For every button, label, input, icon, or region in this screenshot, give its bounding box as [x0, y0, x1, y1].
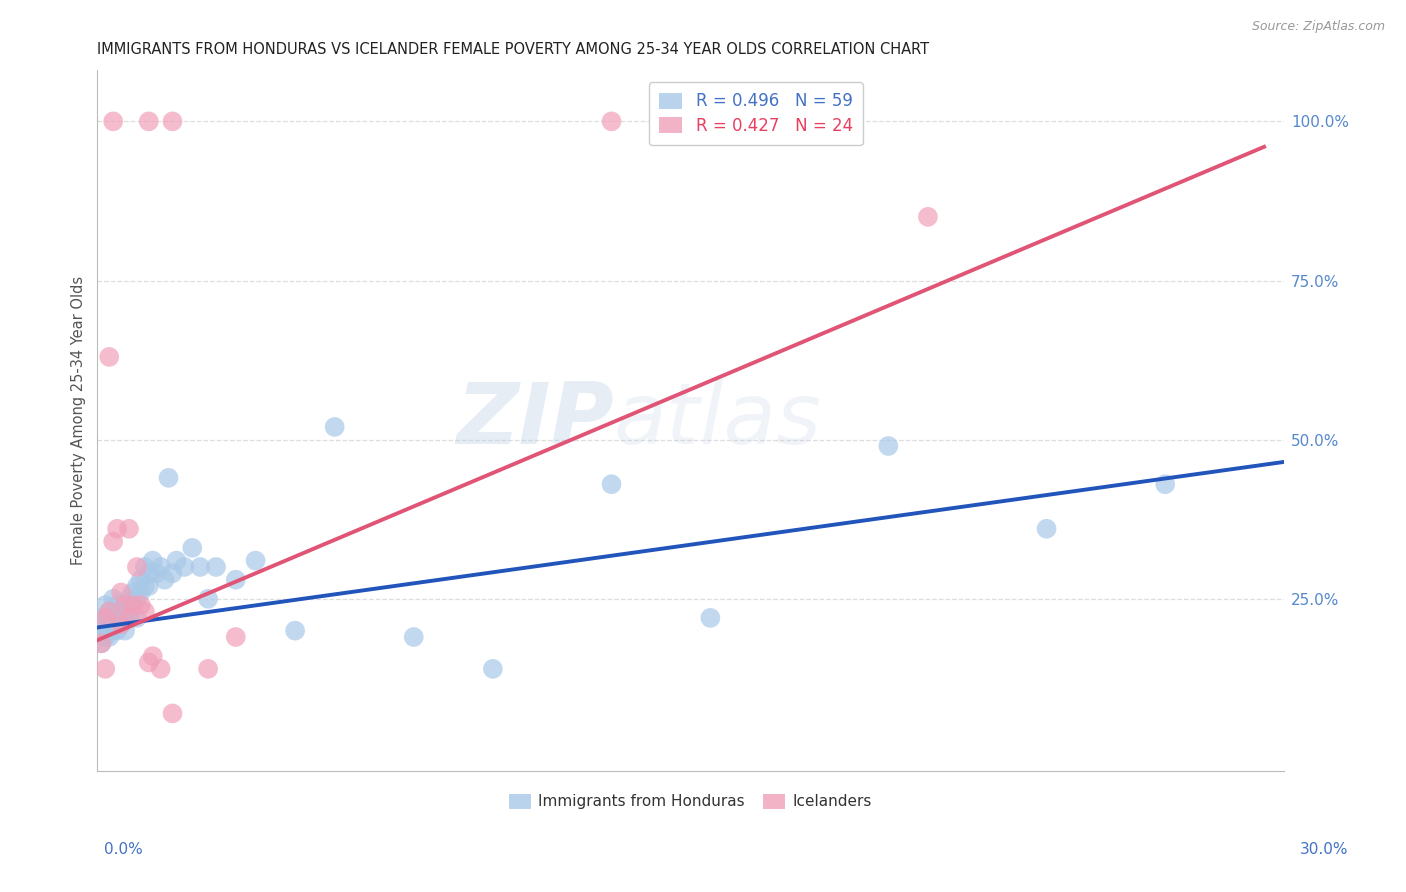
Point: [125, 560, 148, 574]
Point: [118, 611, 141, 625]
Point: [129, 585, 152, 599]
Point: [134, 560, 156, 574]
Point: [125, 579, 148, 593]
Point: [98, 605, 121, 619]
Point: [122, 598, 145, 612]
Point: [138, 566, 160, 581]
Point: [90, 636, 112, 650]
Point: [284, 624, 307, 638]
Point: [122, 598, 145, 612]
Point: [138, 656, 160, 670]
Point: [98, 605, 121, 619]
Point: [245, 553, 267, 567]
Point: [114, 598, 136, 612]
Point: [157, 471, 180, 485]
Point: [94, 624, 117, 638]
Point: [90, 636, 112, 650]
Point: [98, 350, 121, 364]
Point: [877, 439, 900, 453]
Point: [105, 598, 128, 612]
Point: [129, 598, 152, 612]
Point: [225, 573, 247, 587]
Point: [134, 605, 156, 619]
Point: [94, 630, 117, 644]
Point: [122, 585, 145, 599]
Point: [225, 630, 247, 644]
Point: [94, 598, 117, 612]
Point: [118, 605, 141, 619]
Point: [699, 611, 721, 625]
Point: [162, 114, 184, 128]
Point: [134, 579, 156, 593]
Point: [917, 210, 939, 224]
Point: [101, 114, 124, 128]
Point: [197, 591, 219, 606]
Point: [110, 617, 132, 632]
Point: [98, 617, 121, 632]
Point: [600, 477, 623, 491]
Point: [105, 611, 128, 625]
Point: [90, 624, 112, 638]
Point: [129, 573, 152, 587]
Text: atlas: atlas: [613, 379, 821, 462]
Point: [118, 611, 141, 625]
Point: [105, 624, 128, 638]
Y-axis label: Female Poverty Among 25-34 Year Olds: Female Poverty Among 25-34 Year Olds: [72, 276, 86, 566]
Point: [110, 617, 132, 632]
Point: [600, 114, 623, 128]
Point: [181, 541, 204, 555]
Point: [94, 611, 117, 625]
Point: [188, 560, 211, 574]
Point: [110, 605, 132, 619]
Point: [94, 662, 117, 676]
Point: [90, 611, 112, 625]
Point: [90, 617, 112, 632]
Point: [402, 630, 425, 644]
Point: [98, 630, 121, 644]
Point: [101, 611, 124, 625]
Text: IMMIGRANTS FROM HONDURAS VS ICELANDER FEMALE POVERTY AMONG 25-34 YEAR OLDS CORRE: IMMIGRANTS FROM HONDURAS VS ICELANDER FE…: [97, 42, 929, 57]
Point: [101, 591, 124, 606]
Point: [165, 553, 187, 567]
Point: [118, 591, 141, 606]
Point: [149, 560, 172, 574]
Point: [94, 611, 117, 625]
Point: [125, 591, 148, 606]
Point: [142, 649, 165, 664]
Point: [1154, 477, 1177, 491]
Point: [101, 624, 124, 638]
Text: Source: ZipAtlas.com: Source: ZipAtlas.com: [1251, 20, 1385, 33]
Point: [138, 114, 160, 128]
Text: 30.0%: 30.0%: [1301, 842, 1348, 856]
Point: [1035, 522, 1057, 536]
Point: [125, 611, 148, 625]
Point: [162, 706, 184, 721]
Point: [149, 662, 172, 676]
Legend: Immigrants from Honduras, Icelanders: Immigrants from Honduras, Icelanders: [503, 788, 877, 815]
Point: [101, 534, 124, 549]
Point: [197, 662, 219, 676]
Point: [118, 522, 141, 536]
Text: ZIP: ZIP: [456, 379, 613, 462]
Point: [138, 579, 160, 593]
Point: [114, 598, 136, 612]
Point: [173, 560, 195, 574]
Point: [110, 585, 132, 599]
Text: 0.0%: 0.0%: [104, 842, 143, 856]
Point: [162, 566, 184, 581]
Point: [114, 624, 136, 638]
Point: [142, 553, 165, 567]
Point: [105, 522, 128, 536]
Point: [114, 611, 136, 625]
Point: [145, 566, 167, 581]
Point: [153, 573, 176, 587]
Point: [205, 560, 228, 574]
Point: [323, 420, 346, 434]
Point: [482, 662, 505, 676]
